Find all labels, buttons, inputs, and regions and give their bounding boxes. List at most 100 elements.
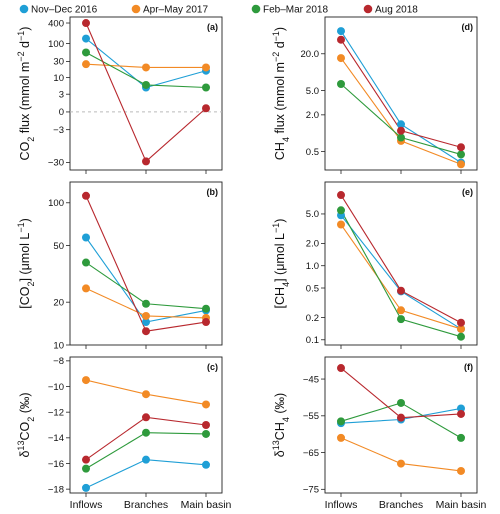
x-category-label: Main basin — [436, 499, 487, 511]
y-axis-label: δ13CO2 (‰) — [16, 392, 36, 457]
series-line — [85, 416, 207, 461]
y-tick-label: 20.0 — [301, 49, 320, 60]
data-point — [142, 299, 150, 308]
panel-d13ch4: −45 −55 −65 −75 δ13CH4 (‰) (f) — [271, 356, 478, 497]
y-tick-label: −3 — [53, 125, 64, 136]
legend-label: Aug 2018 — [375, 5, 418, 16]
x-category-label: Main basin — [181, 499, 232, 511]
data-point — [337, 417, 345, 426]
y-tick-label: −45 — [303, 374, 319, 385]
data-point — [202, 304, 210, 313]
x-category-label: Inflows — [325, 499, 358, 511]
y-tick-label: −65 — [303, 448, 319, 459]
data-point — [337, 206, 345, 215]
y-tick-label: −55 — [303, 411, 319, 422]
y-tick-label: −30 — [48, 158, 64, 169]
y-tick-label: 2.0 — [306, 110, 319, 121]
y-tick-label: −8 — [53, 356, 64, 367]
legend: Nov–Dec 2016 Apr–May 2017 Feb–Mar 2018 Aug … — [19, 4, 418, 16]
y-tick-label: 400 — [48, 18, 64, 29]
data-point — [457, 404, 465, 413]
x-category-label: Branches — [124, 499, 168, 511]
data-point — [82, 464, 90, 473]
data-point — [397, 459, 405, 468]
y-tick-label: −75 — [303, 485, 319, 496]
data-point — [337, 191, 345, 200]
data-point — [337, 35, 345, 44]
y-axis-label: CH4 flux (mmol m−2 d−1) — [271, 27, 291, 160]
y-tick-label: 100 — [48, 198, 64, 209]
data-point — [82, 48, 90, 57]
data-point — [142, 318, 150, 327]
series-line — [340, 57, 462, 165]
data-point — [457, 466, 465, 475]
data-point — [82, 34, 90, 43]
data-point — [337, 433, 345, 442]
data-point — [142, 80, 150, 89]
data-point — [202, 318, 210, 327]
legend-label: Feb–Mar 2018 — [263, 5, 328, 16]
y-tick-label: 30 — [53, 57, 64, 68]
panel-letter: (e) — [462, 187, 473, 197]
x-axes: Inflows Branches Main basin Inflows Branches… — [70, 499, 487, 511]
panel-letter: (c) — [207, 362, 218, 372]
data-point — [337, 79, 345, 88]
y-tick-label: −12 — [48, 407, 64, 418]
data-point — [397, 315, 405, 324]
data-point — [82, 376, 90, 385]
y-tick-label: 0.2 — [306, 313, 319, 324]
data-point — [202, 460, 210, 469]
y-tick-label: −18 — [48, 484, 64, 495]
y-tick-label: 0 — [59, 107, 64, 118]
data-point — [337, 220, 345, 229]
y-axis-label: [CO2] (μmol L−1) — [16, 218, 36, 309]
data-point — [337, 54, 345, 63]
data-point — [337, 364, 345, 373]
data-point — [82, 483, 90, 492]
data-point — [457, 143, 465, 152]
panel-letter: (b) — [207, 187, 219, 197]
data-point — [397, 413, 405, 422]
y-tick-label: 3 — [59, 90, 64, 101]
data-point — [82, 191, 90, 200]
y-tick-label: −16 — [48, 459, 64, 470]
y-tick-label: −14 — [48, 433, 64, 444]
data-point — [82, 19, 90, 28]
panel-ch4-flux: 20.0 5.0 2.0 0.5 CH4 flux (mmol m−2 d−1) (d) — [271, 16, 478, 174]
panel-d13co2: −8 −10 −12 −14 −16 −18 δ13CO2 (‰) (c) — [16, 356, 223, 497]
data-point — [457, 160, 465, 169]
data-point — [142, 157, 150, 166]
data-point — [82, 258, 90, 267]
legend-marker — [363, 4, 373, 14]
x-category-label: Inflows — [70, 499, 103, 511]
legend-item: Feb–Mar 2018 — [251, 4, 328, 16]
data-point — [397, 286, 405, 295]
series-line — [340, 367, 462, 419]
data-point — [82, 60, 90, 69]
data-point — [457, 318, 465, 327]
series-line — [85, 459, 207, 489]
data-point — [142, 413, 150, 422]
legend-marker — [251, 4, 261, 14]
y-tick-label: 5.0 — [306, 86, 319, 97]
legend-item: Aug 2018 — [363, 4, 418, 16]
data-point — [142, 390, 150, 399]
y-tick-label: −10 — [48, 382, 64, 393]
y-tick-label: 10 — [53, 340, 64, 351]
plot-frame — [324, 356, 478, 494]
y-tick-label: 5.0 — [306, 209, 319, 220]
panel-letter: (d) — [462, 22, 474, 32]
data-point — [142, 428, 150, 437]
y-tick-label: 20 — [53, 297, 64, 308]
data-point — [142, 63, 150, 72]
legend-item: Nov–Dec 2016 — [19, 5, 98, 16]
legend-item: Apr–May 2017 — [131, 5, 208, 16]
data-point — [82, 233, 90, 242]
panel-letter: (a) — [207, 22, 218, 32]
panel-co2-conc: 100 50 20 10 [CO2] (μmol L−1) (b) — [16, 181, 223, 351]
data-point — [457, 324, 465, 333]
data-point — [82, 284, 90, 293]
data-point — [397, 126, 405, 135]
